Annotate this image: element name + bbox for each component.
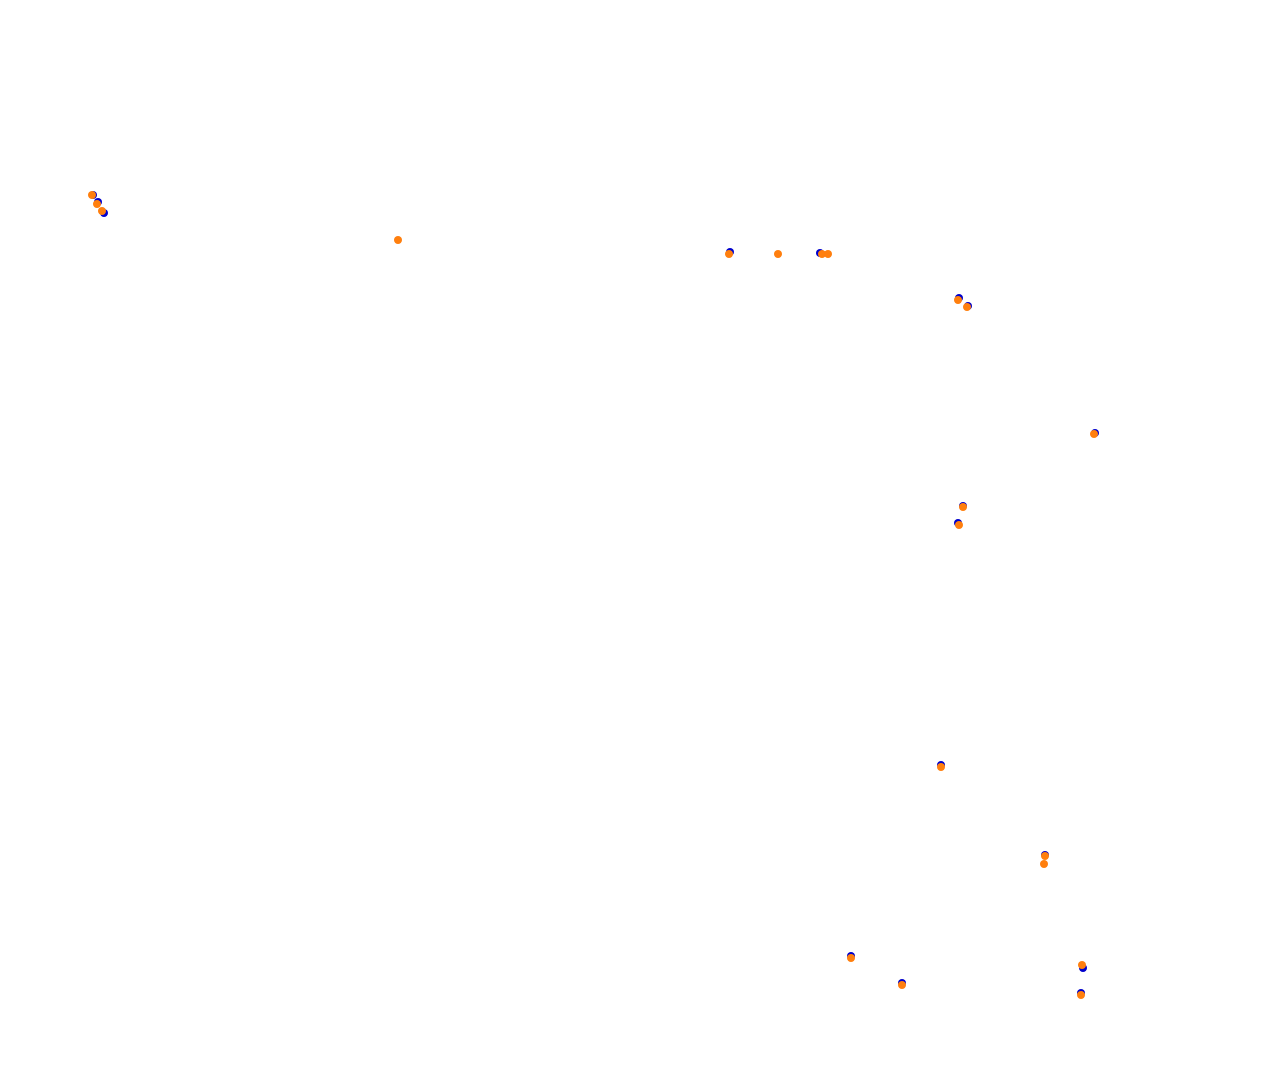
series-1: [89, 191, 1099, 997]
series-2-point-8: [955, 521, 963, 529]
series-2-point-14: [774, 250, 782, 258]
series-2-point-13: [725, 250, 733, 258]
series-2-point-1: [847, 954, 855, 962]
series-2-point-5: [1040, 860, 1048, 868]
series-2-point-18: [98, 207, 106, 215]
series-2-point-15: [818, 250, 826, 258]
series-2-point-4: [1078, 961, 1086, 969]
series-2-point-2: [898, 981, 906, 989]
series-layer: [88, 191, 1099, 999]
series-2-point-12: [963, 303, 971, 311]
series-2-point-17: [394, 236, 402, 244]
series-2-point-19: [93, 200, 101, 208]
series-2-point-20: [88, 191, 96, 199]
series-2: [88, 191, 1098, 999]
series-2-point-7: [937, 763, 945, 771]
series-2-point-16: [824, 250, 832, 258]
series-2-point-9: [959, 503, 967, 511]
series-2-point-6: [1041, 852, 1049, 860]
series-2-point-10: [1090, 430, 1098, 438]
series-2-point-3: [1077, 991, 1085, 999]
series-2-point-11: [954, 296, 962, 304]
